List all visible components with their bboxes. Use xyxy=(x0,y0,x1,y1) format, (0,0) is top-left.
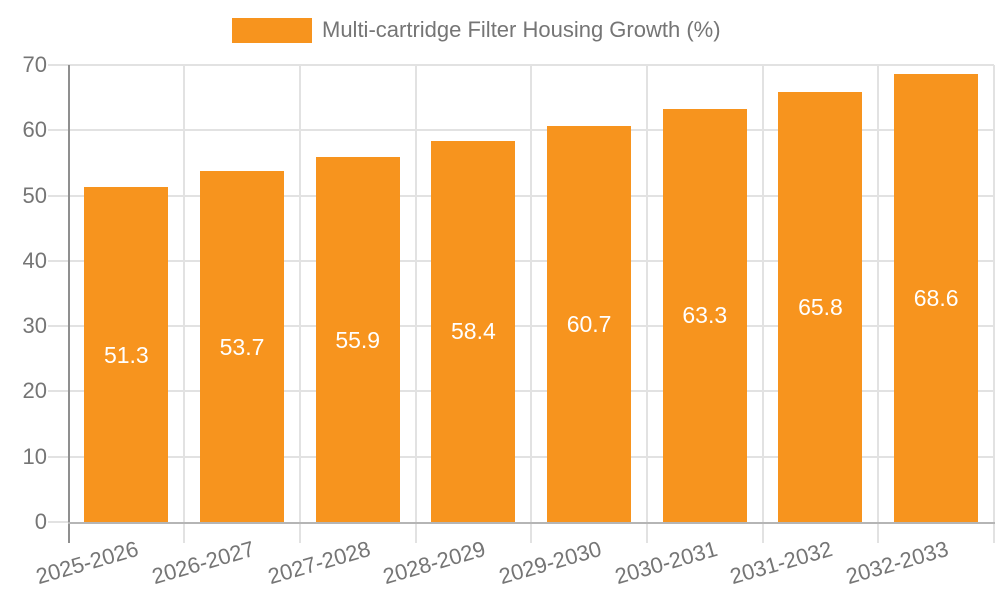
x-gridline xyxy=(183,65,186,543)
x-gridline xyxy=(645,65,648,543)
bar-2030-2031[interactable]: 63.3 xyxy=(662,108,747,522)
y-tick-mark xyxy=(48,194,69,197)
bar-value-label: 53.7 xyxy=(219,333,265,360)
y-axis-tick-label: 0 xyxy=(34,509,47,534)
y-tick-mark xyxy=(48,325,69,328)
y-axis-tick-label: 70 xyxy=(22,52,47,77)
x-gridline xyxy=(877,65,880,543)
bar-value-label: 55.9 xyxy=(335,326,381,353)
x-axis-tick-label: 2031-2032 xyxy=(727,536,836,590)
x-axis-tick-label: 2025-2026 xyxy=(33,536,142,590)
x-gridline xyxy=(530,65,533,543)
x-gridline xyxy=(298,65,301,543)
bar-2026-2027[interactable]: 53.7 xyxy=(200,171,285,522)
bar-2028-2029[interactable]: 58.4 xyxy=(431,140,516,522)
x-gridline xyxy=(414,65,417,543)
bar-value-label: 65.8 xyxy=(798,294,843,321)
x-axis-tick-label: 2026-2027 xyxy=(148,536,257,590)
legend-swatch-icon xyxy=(232,17,312,43)
x-axis-line xyxy=(67,522,995,524)
y-tick-mark xyxy=(48,259,69,262)
y-axis-tick-label: 20 xyxy=(22,378,47,404)
bar-2027-2028[interactable]: 55.9 xyxy=(315,157,400,522)
bar-2025-2026[interactable]: 51.3 xyxy=(84,187,169,522)
bar-value-label: 63.3 xyxy=(682,302,728,329)
x-gridline xyxy=(993,65,995,543)
chart-legend[interactable]: Multi-cartridge Filter Housing Growth (%… xyxy=(232,16,721,44)
x-axis-tick-label: 2028-2029 xyxy=(380,536,489,590)
y-axis-tick-label: 10 xyxy=(22,443,47,469)
x-axis-tick-label: 2029-2030 xyxy=(495,536,604,590)
y-tick-mark xyxy=(48,390,69,393)
bar-value-label: 60.7 xyxy=(566,310,612,337)
y-axis-tick-label: 50 xyxy=(22,182,47,208)
bar-2029-2030[interactable]: 60.7 xyxy=(547,125,632,522)
x-gridline xyxy=(761,65,764,543)
y-axis-line xyxy=(67,65,70,543)
y-axis-tick-label: 30 xyxy=(22,313,47,339)
bar-value-label: 58.4 xyxy=(451,318,496,345)
y-axis-tick-label: 60 xyxy=(22,117,47,143)
legend-label: Multi-cartridge Filter Housing Growth (%… xyxy=(322,17,721,42)
y-axis-tick-label: 40 xyxy=(22,247,47,273)
y-tick-mark xyxy=(48,455,69,458)
y-tick-mark xyxy=(48,64,69,66)
bar-2032-2033[interactable]: 68.6 xyxy=(894,74,979,522)
x-axis-tick-label: 2030-2031 xyxy=(611,536,720,590)
x-axis-tick-label: 2027-2028 xyxy=(264,536,373,590)
bar-value-label: 51.3 xyxy=(103,341,149,368)
bar-2031-2032[interactable]: 65.8 xyxy=(778,92,863,522)
y-tick-mark xyxy=(48,521,69,523)
y-tick-mark xyxy=(48,129,69,132)
x-axis-tick-label: 2032-2033 xyxy=(843,536,952,590)
bar-value-label: 68.6 xyxy=(913,285,959,312)
